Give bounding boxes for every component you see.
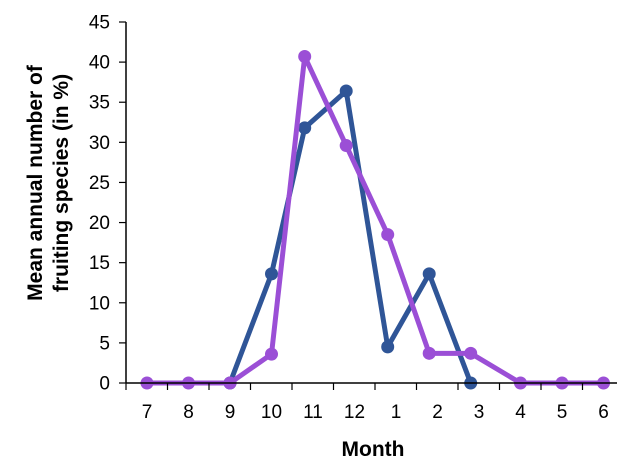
x-axis-title: Month xyxy=(342,438,405,461)
series-2-point xyxy=(464,346,478,360)
y-tick-label: 15 xyxy=(89,253,110,274)
series-1-point xyxy=(339,84,353,98)
y-tick-label: 40 xyxy=(89,53,110,74)
series-layer xyxy=(140,49,610,390)
series-1-point xyxy=(422,267,436,281)
y-axis-title-line-1: Mean annual number of xyxy=(24,64,47,301)
series-2-point xyxy=(339,139,353,153)
x-tick-label: 3 xyxy=(474,402,485,423)
series-2-point xyxy=(422,346,436,360)
x-tick-label: 10 xyxy=(261,402,282,423)
x-tick-label: 2 xyxy=(432,402,443,423)
series-1-point xyxy=(298,121,312,135)
series-2-point xyxy=(298,49,312,63)
series-2-line xyxy=(144,53,606,386)
y-axis-title: Mean annual number of fruiting species (… xyxy=(24,64,73,301)
y-tick-label: 0 xyxy=(99,374,110,395)
x-tick-label: 11 xyxy=(303,402,323,423)
y-tick-label: 30 xyxy=(89,133,110,154)
series-2-point xyxy=(265,347,278,361)
series-1-line xyxy=(227,88,474,386)
y-tick-label: 10 xyxy=(89,293,110,314)
series-2-point xyxy=(381,228,395,242)
y-axis-ticks: 0 5 10 15 20 25 30 35 40 45 xyxy=(89,13,126,395)
y-tick-label: 20 xyxy=(89,213,110,234)
x-tick-label: 5 xyxy=(557,402,568,423)
x-tick-label: 7 xyxy=(142,402,153,423)
x-tick-label: 6 xyxy=(598,402,609,423)
x-tick-label: 4 xyxy=(515,402,526,423)
y-tick-label: 5 xyxy=(99,333,110,354)
y-tick-label: 25 xyxy=(89,173,110,194)
x-tick-label: 8 xyxy=(183,402,194,423)
series-1-point xyxy=(381,340,395,354)
x-axis-ticks: 7 8 9 10 11 12 1 2 3 4 5 6 xyxy=(125,383,609,423)
series-1-point xyxy=(265,267,278,281)
y-axis-title-line-2: fruiting species (in %) xyxy=(50,74,73,292)
x-tick-label: 9 xyxy=(225,402,236,423)
y-tick-label: 45 xyxy=(89,13,110,34)
y-tick-label: 35 xyxy=(89,93,110,114)
x-tick-label: 12 xyxy=(344,402,365,423)
x-tick-label: 1 xyxy=(391,402,402,423)
